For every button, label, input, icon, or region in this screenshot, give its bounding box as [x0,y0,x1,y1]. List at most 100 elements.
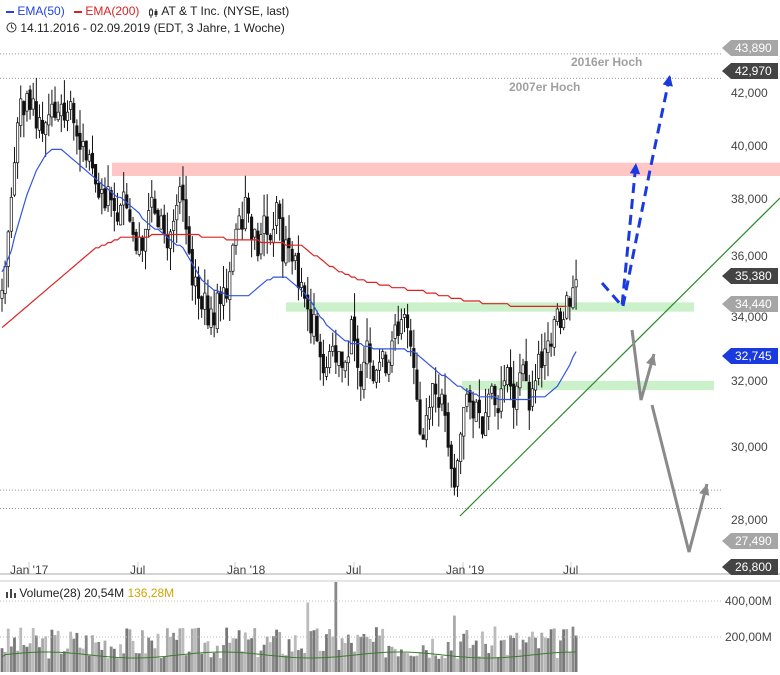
volume-bar [268,642,272,672]
candle-body [558,311,563,328]
volume-bar [131,640,135,672]
volume-bar [384,657,388,672]
volume-bar [502,639,506,672]
volume-bar [290,651,294,672]
volume-bar [471,644,475,672]
price-level-label: 32,745 [735,349,772,363]
volume-bar [343,642,347,672]
candle-body [409,330,413,347]
candle-body [334,345,338,363]
annotation-label: 2007er Hoch [509,80,580,94]
candle-body [415,369,419,400]
candle-body [331,345,335,352]
volume-bar [390,646,394,672]
candle-body [515,385,519,410]
volume-bar [175,639,179,672]
volume-bar [303,653,307,672]
volume-bar [200,653,204,672]
candle-body [25,93,29,112]
volume-bar [309,631,313,672]
candle-body [562,319,566,329]
volume-bar [162,656,166,672]
volume-bar [147,637,151,672]
volume-bar [187,651,191,672]
volume-bar [356,634,360,672]
volume-bar [284,655,288,672]
candle-body [87,154,91,162]
volume-bar [209,657,213,672]
candle-body [150,196,154,208]
volume-bar [396,656,400,672]
candle-body [318,341,322,358]
candle-body [552,319,556,348]
volume-bar [144,653,147,672]
volume-bar [197,627,200,672]
candle-body [100,188,104,194]
candle-body [278,203,282,219]
candle-body [281,217,285,262]
volume-bar [69,631,73,672]
volume-bar [272,636,275,672]
volume-bar [94,642,97,672]
candle-body [28,89,32,110]
candle-body [284,239,288,264]
volume-bar [0,648,4,672]
volume-bar [222,645,225,672]
volume-layer [0,582,722,672]
volume-bar [549,629,553,672]
y-tick-label: 30,000 [731,440,768,454]
volume-bar [28,643,32,672]
volume-bar [462,633,466,672]
candle-body [509,367,513,387]
candle-body [362,361,366,390]
volume-bar [406,653,409,672]
volume-bar [25,646,29,672]
volume-bar [178,628,182,672]
grid-layer [0,53,780,582]
volume-bar [106,658,110,672]
volume-bar [393,648,397,672]
volume-bar [353,651,356,672]
candle-body [59,103,63,117]
volume-bar [346,634,350,672]
volume-bar [362,633,366,672]
candle-body [90,152,95,169]
candle-body [275,202,279,226]
volume-bar [256,656,260,672]
volume-bar [87,655,91,672]
volume-bar [481,631,484,672]
y-tick-label: 42,000 [731,86,768,100]
volume-bar [84,635,88,672]
candle-body [65,111,70,122]
candle-body [521,364,525,375]
candle-body [440,393,444,405]
candle-body [328,351,332,369]
forecast-arrow-blue-2-head [662,75,673,87]
volume-bar [449,650,453,672]
volume-bar [100,649,104,672]
volume-bar [247,639,250,672]
volume-average-line [1,651,577,659]
candle-body [490,385,494,394]
volume-bar [300,648,303,672]
volume-bar [265,636,269,672]
volume-bar [287,639,291,672]
ema200-label: EMA(200) [85,4,140,18]
y-tick-label: 32,000 [731,374,768,388]
volume-label: Volume(28) [19,586,81,600]
volume-bar [259,650,263,672]
candle-body [540,351,544,368]
candle-body [474,401,478,422]
candle-body [209,308,213,328]
candle-body [568,298,572,307]
volume-bar [403,652,406,672]
volume-bar [243,632,247,672]
volume-bar [231,638,235,672]
x-tick-label: Jul [563,563,578,577]
volume-bar [150,640,154,672]
candle-body [315,316,319,342]
drawings-layer: 2016er Hoch 2007er Hoch [459,55,780,553]
candle-body [287,237,291,249]
forecast-arrow-gray-1-head [646,354,657,366]
